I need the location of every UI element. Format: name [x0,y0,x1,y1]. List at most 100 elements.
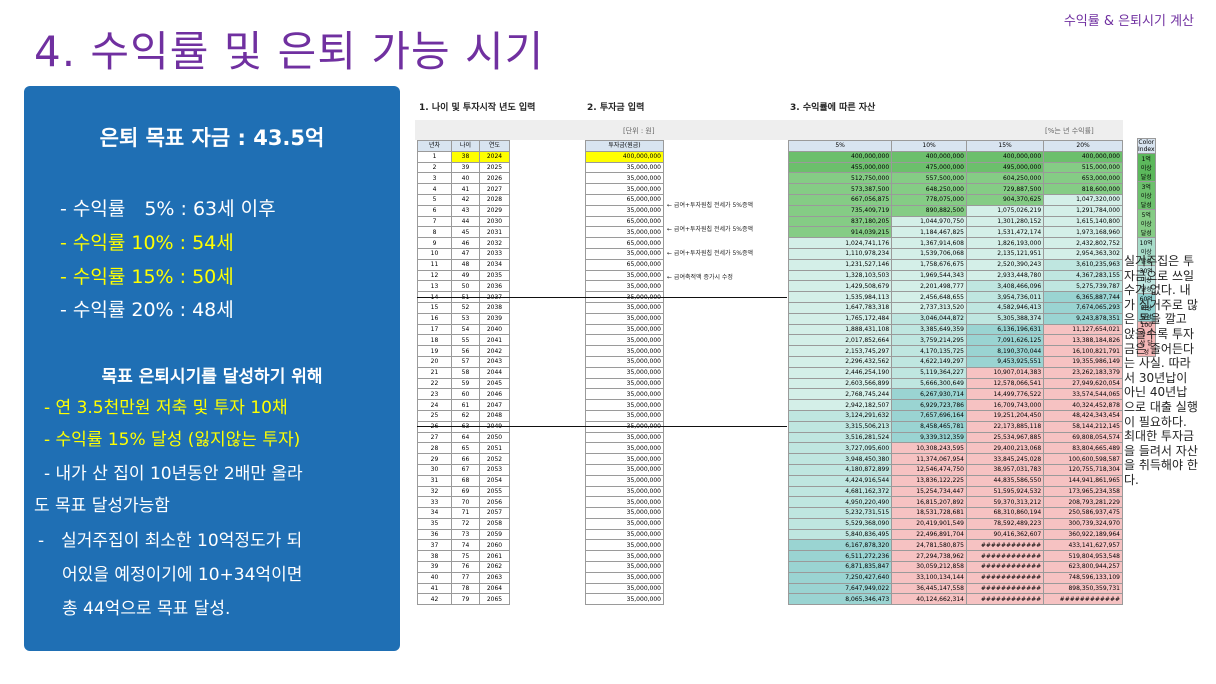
asset-cell: 898,350,359,731 [1043,582,1123,595]
table-row: 23 60 2046 [417,388,510,401]
table-cell: 18 [417,334,452,347]
asset-cell: 2,296,432,562 [787,355,893,368]
asset-cell: 4,950,220,490 [787,496,893,509]
asset-cell: 8,065,346,473 [787,593,893,606]
table-row: 35,000,000 [585,301,664,314]
asset-cell: ############ [965,582,1045,595]
asset-cell: 4,170,135,725 [891,345,967,357]
table-cell: 2048 [479,409,510,422]
table-cell: 7 [417,215,452,228]
asset-cell: 3,408,466,096 [965,280,1045,293]
table-row: 35,000,000 [585,334,664,347]
table-cell: 2028 [479,193,510,206]
table-row: 30 67 2053 [417,463,510,476]
table-cell: 10 [417,247,452,260]
table-row: 400,000,000 [585,150,664,163]
table-cell: 2034 [479,258,510,271]
asset-cell: 5,666,300,649 [891,377,967,390]
table-cell: 40 [417,571,452,584]
table-row: 35,000,000 [585,226,664,239]
investment-cell: 65,000,000 [585,193,664,206]
table-cell: 32 [417,485,452,498]
table-row: 27 64 2050 [417,431,510,444]
asset-cell: 14,499,776,522 [965,388,1045,401]
asset-cell: 29,400,213,068 [965,442,1045,455]
asset-cell: 2,017,852,664 [787,334,893,347]
table-row: 34 71 2057 [417,507,510,519]
legend-item: 5억 이상 달성 [1137,209,1156,238]
asset-cell: 1,888,431,108 [787,323,893,336]
table-cell: 43 [451,204,480,217]
goal-heading: 은퇴 목표 자금 : 43.5억 [99,126,325,150]
investment-cell: 400,000,000 [585,150,664,163]
table-row: 35,000,000 [585,496,664,509]
asset-cell: 11,127,654,021 [1043,323,1123,336]
asset-cell: 2,446,254,190 [787,366,893,379]
table-cell: 2039 [479,312,510,325]
asset-cell: 2,432,802,752 [1043,237,1123,249]
asset-cell: 648,250,000 [891,183,967,195]
table-cell: 31 [417,474,452,487]
investment-cell: 35,000,000 [585,528,664,541]
table-row: 35,000,000 [585,582,664,595]
spreadsheet: 1. 나이 및 투자시작 년도 입력 2. 투자금 입력 3. 수익률에 따른 … [415,92,1156,668]
table-cell: 45 [451,226,480,239]
asset-cell: 1,615,140,800 [1043,215,1123,228]
asset-cell: 78,592,489,223 [965,517,1045,530]
table-cell: 2033 [479,247,510,260]
table-cell: 23 [417,388,452,401]
table-row: 65,000,000 [585,193,664,206]
section-investment-input: 2. 투자금 입력 [587,103,645,113]
asset-cell: 8,458,465,781 [891,420,967,433]
table-row: 35,000,000 [585,366,664,379]
table-cell: 2059 [479,528,510,541]
table-row: 35,000,000 [585,312,664,325]
row-note: ← 급여+투자원칩 전세가 5%증액 [667,226,754,233]
investment-cell: 35,000,000 [585,355,664,368]
investment-cell: 35,000,000 [585,463,664,476]
table-row: 3,315,506,213 8,458,465,781 22,173,885,118… [787,420,1123,433]
asset-cell: 51,595,924,532 [965,485,1045,498]
table-row: 35,000,000 [585,593,664,606]
rate-line-20: - 수익률 20% : 48세 [60,299,234,321]
table-row: 40 77 2063 [417,571,510,584]
table-row: 8,065,346,473 40,124,662,314 ############ #… [787,593,1123,606]
table-row: 16 53 2039 [417,312,510,325]
asset-cell: 5,275,739,787 [1043,280,1123,293]
corner-label: 수익률 & 은퇴시기 계산 [1063,14,1194,29]
asset-cell: 144,941,861,965 [1043,474,1123,487]
asset-cell: 18,531,728,681 [891,507,967,519]
investment-cell: 65,000,000 [585,215,664,228]
table-cell: 35 [417,517,452,530]
table-cell: 2050 [479,431,510,444]
table-row: 4,681,162,372 15,254,734,447 51,595,924,53… [787,485,1123,498]
investment-cell: 35,000,000 [585,593,664,606]
asset-cell: 19,355,986,149 [1043,355,1123,368]
table-row: 6 43 2029 [417,204,510,217]
table-row: 3,516,281,524 9,339,312,359 25,534,967,885… [787,431,1123,444]
row-note: ← 급여축적액 증가시 수정 [667,274,733,281]
table-cell: 42 [417,593,452,606]
table-row: 11 48 2034 [417,258,510,271]
table-cell: 55 [451,334,480,347]
asset-cell: 360,922,189,964 [1043,528,1123,541]
table-cell: 41 [451,183,480,195]
aim-line: 총 44억으로 목표 달성. [62,599,231,619]
aim-line: - 실거주집이 최소한 10억정도가 되 [38,531,303,551]
asset-cell: 1,647,783,318 [787,301,893,314]
asset-cell: ############ [965,550,1045,563]
table-cell: 2045 [479,377,510,390]
table-cell: 54 [451,323,480,336]
table-row: 24 61 2047 [417,399,510,411]
asset-cell: 10,308,243,595 [891,442,967,455]
table-row: 35,000,000 [585,561,664,573]
table-row: 39 76 2062 [417,561,510,573]
table-cell: 2047 [479,399,510,411]
aim-heading: 목표 은퇴시기를 달성하기 위해 [101,367,323,387]
asset-cell: 2,768,745,244 [787,388,893,401]
asset-cell: 58,144,212,145 [1043,420,1123,433]
asset-cell: 19,251,204,450 [965,409,1045,422]
table-cell: 2027 [479,183,510,195]
table-cell: 41 [417,582,452,595]
asset-cell: ############ [965,539,1045,552]
